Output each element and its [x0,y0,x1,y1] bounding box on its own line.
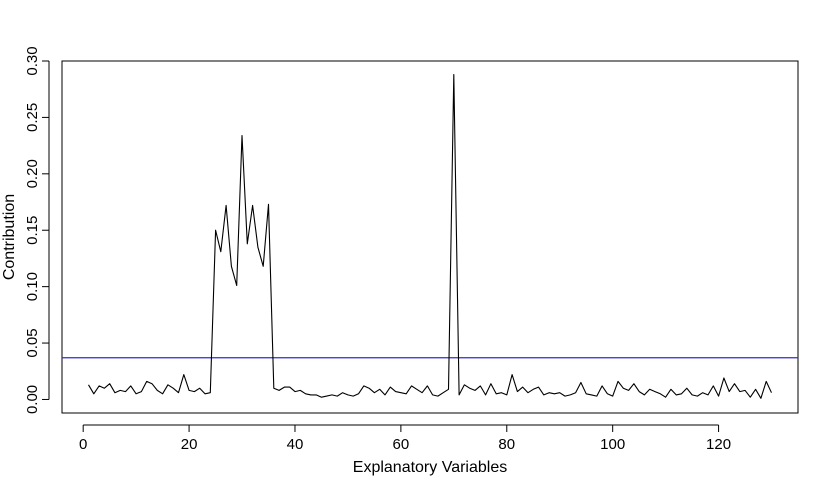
y-axis-title: Contribution [1,194,18,280]
y-tick-label: 0.00 [24,385,41,414]
x-tick-label: 20 [181,436,198,453]
y-tick-label: 0.20 [24,159,41,188]
x-tick-label: 120 [706,436,731,453]
plot-frame [61,60,799,414]
y-tick-label: 0.30 [24,46,41,75]
x-tick-label: 40 [287,436,304,453]
x-tick-label: 0 [79,436,87,453]
series-line [88,73,772,399]
y-tick-label: 0.25 [24,103,41,132]
x-tick-label: 80 [498,436,515,453]
y-tick-label: 0.10 [24,272,41,301]
x-tick-label: 60 [393,436,410,453]
y-tick-label: 0.05 [24,328,41,357]
x-axis-title: Explanatory Variables [353,459,507,476]
y-tick-label: 0.15 [24,216,41,245]
x-tick-label: 100 [600,436,625,453]
plot-area: 0 20 40 60 80 100 120 0.00 0.05 0.10 0.15 0.20 0.25 0… [24,46,799,453]
